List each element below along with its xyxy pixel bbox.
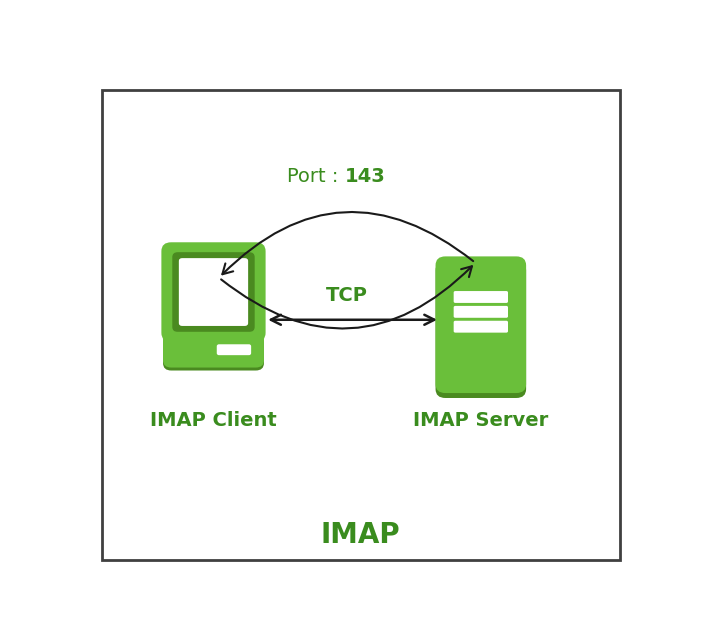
FancyBboxPatch shape bbox=[161, 242, 265, 342]
FancyBboxPatch shape bbox=[101, 89, 620, 560]
FancyBboxPatch shape bbox=[179, 258, 248, 326]
FancyBboxPatch shape bbox=[453, 291, 508, 303]
FancyBboxPatch shape bbox=[217, 344, 251, 355]
FancyBboxPatch shape bbox=[436, 261, 526, 398]
Text: IMAP: IMAP bbox=[321, 521, 401, 549]
FancyBboxPatch shape bbox=[163, 332, 264, 368]
Text: IMAP Client: IMAP Client bbox=[150, 412, 277, 430]
Text: IMAP Server: IMAP Server bbox=[413, 412, 548, 430]
Text: 143: 143 bbox=[344, 167, 385, 186]
FancyBboxPatch shape bbox=[172, 252, 255, 332]
FancyBboxPatch shape bbox=[453, 306, 508, 318]
Text: TCP: TCP bbox=[326, 286, 368, 305]
FancyBboxPatch shape bbox=[163, 335, 264, 370]
FancyBboxPatch shape bbox=[436, 257, 526, 393]
FancyBboxPatch shape bbox=[453, 321, 508, 332]
FancyArrowPatch shape bbox=[221, 266, 472, 329]
Text: Port :: Port : bbox=[287, 167, 344, 186]
FancyArrowPatch shape bbox=[222, 212, 473, 274]
